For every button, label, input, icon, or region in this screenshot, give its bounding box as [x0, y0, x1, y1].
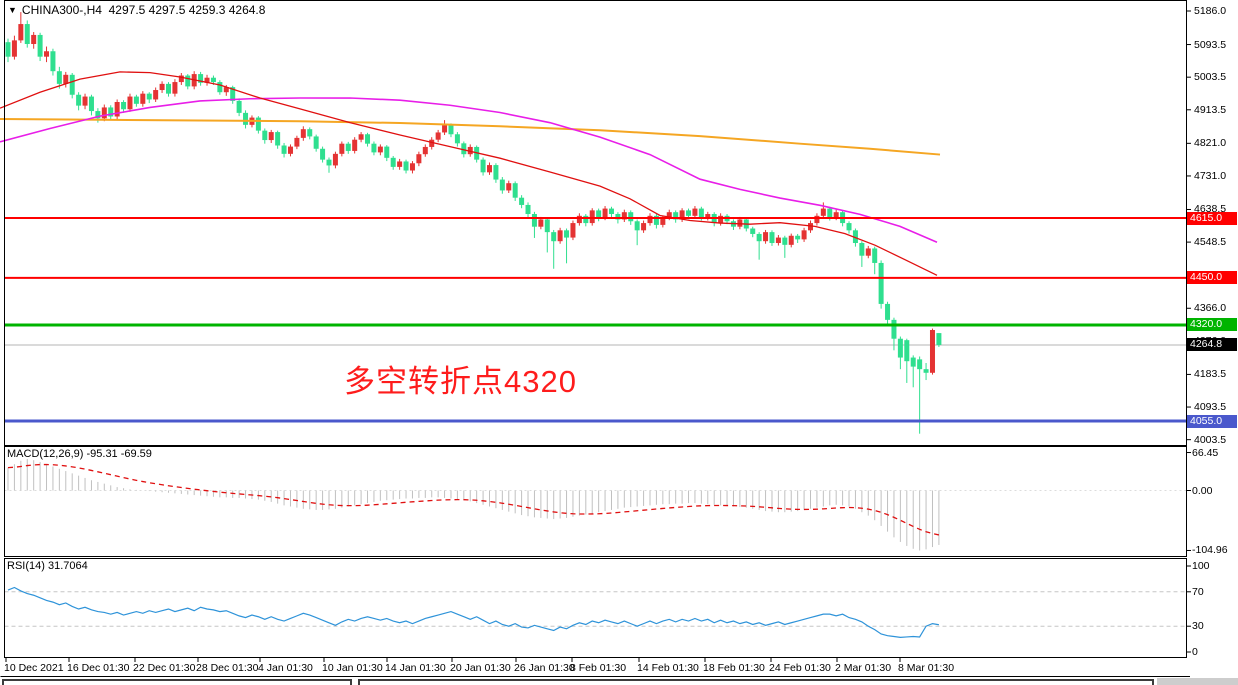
statusbar-corner: [1157, 678, 1238, 685]
price-level-badge: 4320.0: [1187, 318, 1237, 332]
price-axis-label: 4093.5: [1194, 401, 1227, 414]
macd-axis-label: 66.45: [1192, 446, 1219, 459]
date-axis-label: 18 Feb 01:30: [703, 662, 765, 674]
rsi-value: 31.7064: [47, 560, 88, 572]
date-axis-label: 14 Feb 01:30: [637, 662, 699, 674]
date-axis-label: 28 Dec 01:30: [196, 662, 259, 674]
macd-axis-label: 0.00: [1192, 484, 1213, 497]
rsi-axis-label: 70: [1192, 585, 1204, 598]
date-axis-label: 16 Dec 01:30: [67, 662, 130, 674]
price-axis-label: 4183.5: [1194, 368, 1227, 381]
date-axis-label: 22 Dec 01:30: [133, 662, 196, 674]
rsi-axis-label: 100: [1192, 560, 1210, 572]
date-axis-label: 20 Jan 01:30: [450, 662, 511, 674]
symbol-dropdown-icon[interactable]: ▼: [8, 5, 17, 15]
price-axis-label: 4548.5: [1194, 236, 1227, 249]
date-axis-label: 8 Mar 01:30: [898, 662, 955, 674]
rsi-axis-label: 30: [1192, 620, 1204, 633]
date-axis-label: 4 Jan 01:30: [258, 662, 313, 674]
price-level-badge: 4615.0: [1187, 211, 1237, 225]
macd-values: -95.31 -69.59: [86, 448, 152, 460]
price-level-badge: 4450.0: [1187, 271, 1237, 285]
macd-indicator-label: MACD(12,26,9) -95.31 -69.59: [7, 448, 152, 460]
price-axis-label: 5186.0: [1194, 5, 1227, 17]
price-axis-label: 5093.5: [1194, 38, 1227, 51]
date-axis-label: 2 Mar 01:30: [835, 662, 892, 674]
rsi-axis-label: 0: [1192, 646, 1198, 658]
price-axis-label: 4913.5: [1194, 103, 1227, 116]
price-axis-label: 4731.0: [1194, 169, 1227, 182]
date-axis-label: 10 Dec 2021: [4, 662, 64, 674]
chart-title: ▼ CHINA300-,H4 4297.5 4297.5 4259.3 4264.…: [8, 3, 265, 17]
rsi-name: RSI(14): [7, 560, 45, 572]
minimized-chart-tab[interactable]: [358, 679, 1154, 685]
macd-axis-label: -104.96: [1192, 544, 1228, 557]
symbol-period-label: CHINA300-,H4: [21, 3, 102, 17]
date-axis-label: 14 Jan 01:30: [385, 662, 446, 674]
chart-text-annotation: 多空转折点4320: [344, 364, 577, 399]
macd-name: MACD(12,26,9): [7, 448, 84, 460]
price-axis-label: 4366.0: [1194, 302, 1227, 315]
minimized-chart-tab[interactable]: [2, 679, 352, 685]
price-level-badge: 4055.0: [1187, 414, 1237, 428]
date-axis-label: 8 Feb 01:30: [570, 662, 627, 674]
date-axis-label: 26 Jan 01:30: [514, 662, 575, 674]
price-axis-label: 4821.0: [1194, 137, 1227, 150]
price-axis-label: 4003.5: [1194, 433, 1227, 446]
price-axis-label: 5003.5: [1194, 71, 1227, 84]
price-level-badge: 4264.8: [1187, 338, 1237, 352]
rsi-indicator-label: RSI(14) 31.7064: [7, 560, 88, 572]
date-axis-label: 24 Feb 01:30: [769, 662, 831, 674]
date-axis-label: 10 Jan 01:30: [322, 662, 383, 674]
ohlc-readout: 4297.5 4297.5 4259.3 4264.8: [108, 3, 266, 17]
